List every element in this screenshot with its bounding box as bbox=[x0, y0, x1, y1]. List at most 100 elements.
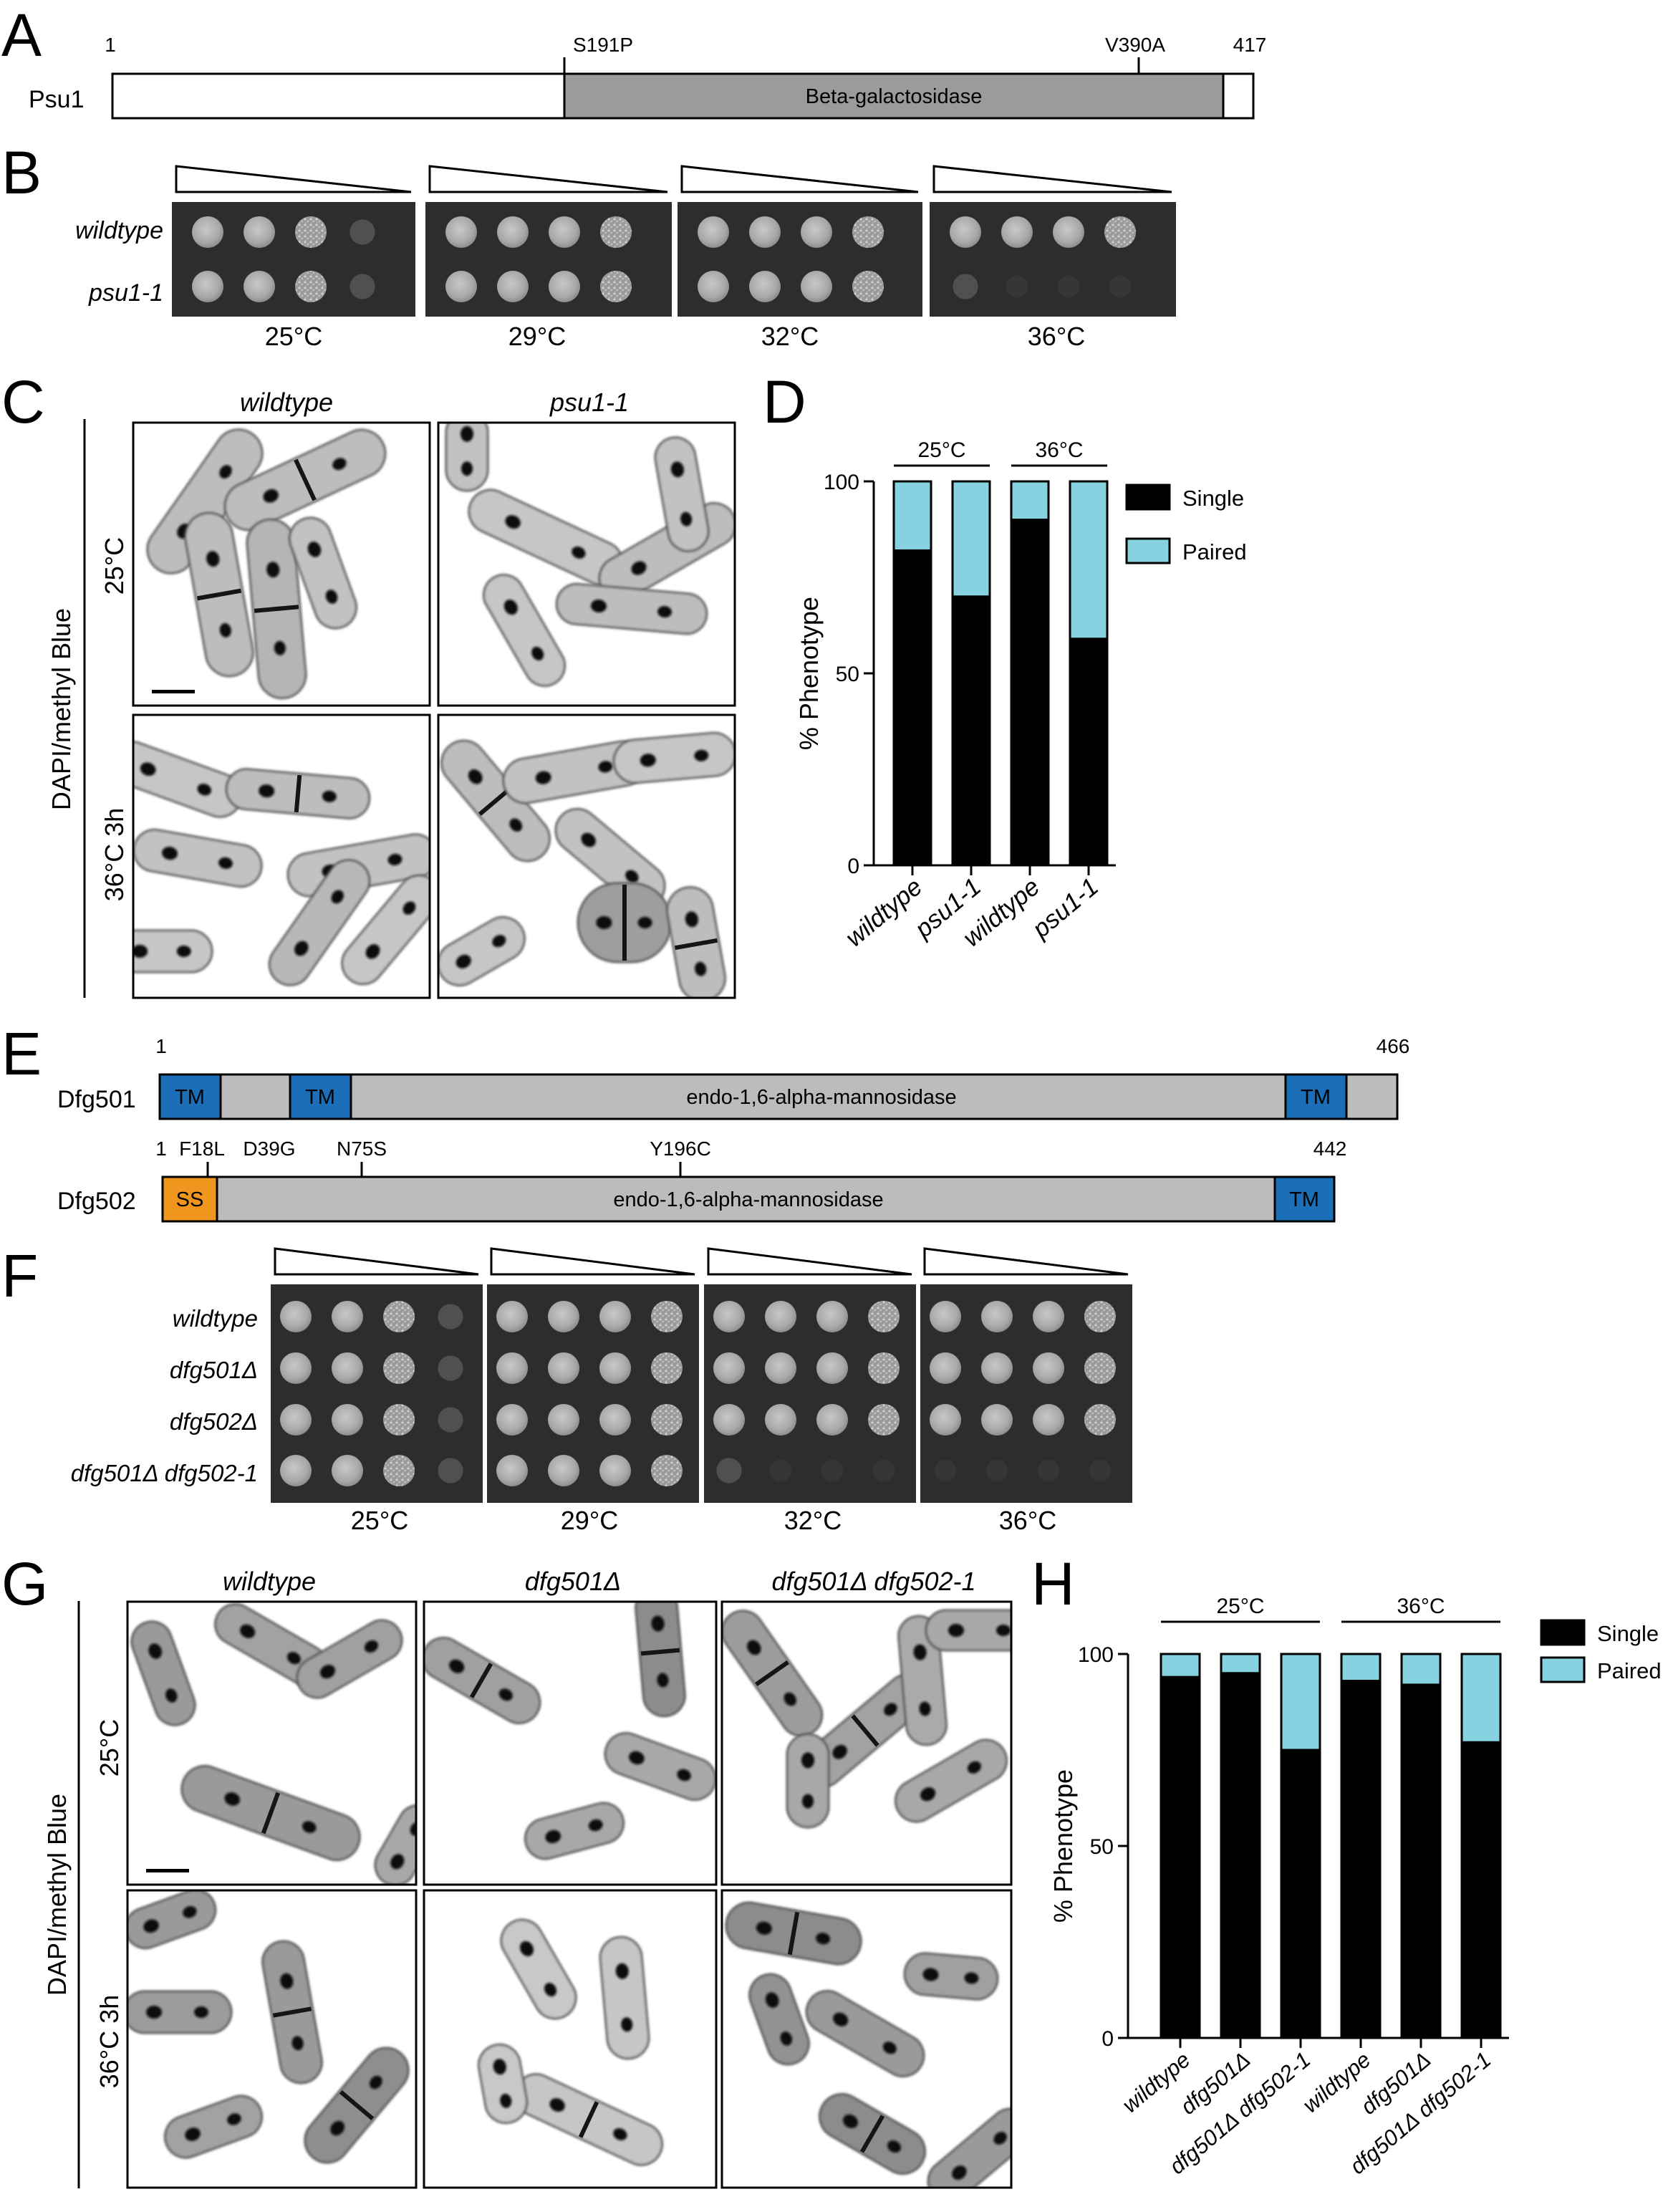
nucleus bbox=[294, 941, 309, 956]
yeast-spot bbox=[280, 1404, 312, 1436]
micrograph-cells bbox=[130, 1603, 416, 1885]
cell-body bbox=[133, 929, 213, 973]
dilution-triangle bbox=[490, 1247, 695, 1276]
cell-body bbox=[483, 574, 566, 687]
dfg502-mutation-label: Y196C bbox=[650, 1138, 711, 1160]
septum bbox=[294, 774, 302, 813]
yeast-spot bbox=[981, 1404, 1013, 1436]
nucleus bbox=[176, 946, 191, 957]
nucleus bbox=[492, 935, 506, 948]
micrograph-frame bbox=[132, 713, 431, 999]
nucleus bbox=[468, 769, 483, 784]
septum bbox=[469, 1663, 493, 1698]
cell-body bbox=[927, 2107, 1011, 2188]
septum bbox=[339, 2090, 375, 2120]
y-tick-label: 0 bbox=[1101, 2027, 1114, 2051]
dfg501-start-label: 1 bbox=[155, 1035, 167, 1057]
column-label: dfg501Δ bbox=[525, 1567, 621, 1596]
yeast-spot bbox=[1104, 216, 1136, 248]
row-label: 36°C 3h bbox=[100, 808, 129, 901]
nucleus bbox=[816, 1933, 831, 1945]
nucleus bbox=[509, 818, 523, 832]
micrograph-cells bbox=[438, 731, 735, 998]
nucleus bbox=[364, 1640, 379, 1653]
bar-segment bbox=[892, 549, 932, 867]
cell-body bbox=[289, 516, 357, 630]
nucleus bbox=[197, 784, 212, 796]
nucleus bbox=[694, 749, 709, 761]
yeast-spot bbox=[651, 1352, 683, 1384]
yeast-spot bbox=[244, 216, 275, 248]
panel-label-b: B bbox=[1, 139, 42, 206]
yeast-spot bbox=[548, 1455, 579, 1486]
cell-body bbox=[786, 1733, 830, 1829]
nucleus bbox=[657, 606, 672, 618]
dilution-triangle bbox=[274, 1247, 479, 1276]
yeast-cell bbox=[555, 582, 708, 635]
yeast-cell bbox=[599, 1936, 650, 2060]
yeast-spot bbox=[600, 271, 632, 302]
cell-body bbox=[925, 1609, 1011, 1652]
yeast-cell bbox=[130, 1620, 196, 1726]
yeast-spot bbox=[445, 271, 477, 302]
temperature-label: 29°C bbox=[508, 322, 566, 351]
bar-segment bbox=[1069, 638, 1109, 867]
y-tick-label: 0 bbox=[847, 855, 859, 878]
yeast-spot bbox=[1037, 1459, 1060, 1482]
yeast-spot bbox=[599, 1404, 631, 1436]
row-label: 36°C 3h bbox=[95, 1995, 124, 2088]
yeast-spot bbox=[497, 271, 529, 302]
yeast-cell bbox=[468, 489, 624, 586]
yeast-cell bbox=[722, 1610, 824, 1737]
yeast-spot bbox=[332, 1404, 363, 1436]
yeast-cell bbox=[424, 1637, 541, 1724]
legend-swatch bbox=[1125, 537, 1171, 564]
nucleus bbox=[286, 1652, 301, 1665]
nucleus bbox=[493, 2059, 506, 2075]
legend-swatch bbox=[1540, 1656, 1586, 1683]
yeast-spot bbox=[1006, 275, 1028, 298]
nucleus bbox=[996, 1625, 1011, 1636]
micrograph-frame bbox=[720, 1600, 1013, 1886]
yeast-spot bbox=[930, 1301, 961, 1332]
legend-label: Paired bbox=[1597, 1658, 1662, 1683]
yeast-cell bbox=[895, 1739, 1008, 1823]
dfg502-mutation-label: N75S bbox=[337, 1138, 387, 1160]
nucleus bbox=[455, 954, 471, 968]
yeast-spot bbox=[749, 271, 781, 302]
nucleus bbox=[780, 2031, 793, 2046]
yeast-spot bbox=[383, 1404, 415, 1436]
ss-segment bbox=[161, 1175, 218, 1223]
yeast-spot bbox=[852, 271, 884, 302]
nucleus bbox=[325, 590, 338, 604]
cell-body bbox=[805, 1990, 925, 2077]
dfg502-end-label: 442 bbox=[1313, 1138, 1347, 1160]
nucleus bbox=[756, 1921, 772, 1935]
yeast-spot bbox=[816, 1301, 848, 1332]
bar-segment bbox=[1220, 1672, 1261, 2039]
cell-body bbox=[127, 1890, 217, 1950]
bar-segment bbox=[1160, 1675, 1201, 2039]
nucleus bbox=[148, 1643, 162, 1659]
yeast-spot bbox=[438, 1304, 463, 1329]
nucleus bbox=[503, 600, 518, 615]
nucleus bbox=[882, 2042, 897, 2054]
nucleus bbox=[833, 2012, 849, 2026]
yeast-spot bbox=[383, 1352, 415, 1384]
yeast-cell bbox=[635, 1602, 686, 1718]
yeast-cell bbox=[927, 2107, 1011, 2188]
nucleus bbox=[302, 1821, 317, 1833]
yeast-cell bbox=[500, 1918, 577, 2020]
cell-body bbox=[748, 1973, 810, 2066]
yeast-cell bbox=[133, 828, 263, 888]
micrograph-frame bbox=[423, 1889, 718, 2189]
psu1-domain-beta-galactosidase bbox=[563, 72, 1225, 120]
yeast-cell bbox=[374, 1804, 416, 1885]
nucleus bbox=[322, 790, 337, 802]
nucleus bbox=[913, 1644, 927, 1660]
yeast-spot bbox=[1109, 275, 1132, 298]
cell-body bbox=[555, 582, 708, 635]
nucleus bbox=[967, 1761, 981, 1774]
nucleus bbox=[206, 551, 220, 567]
